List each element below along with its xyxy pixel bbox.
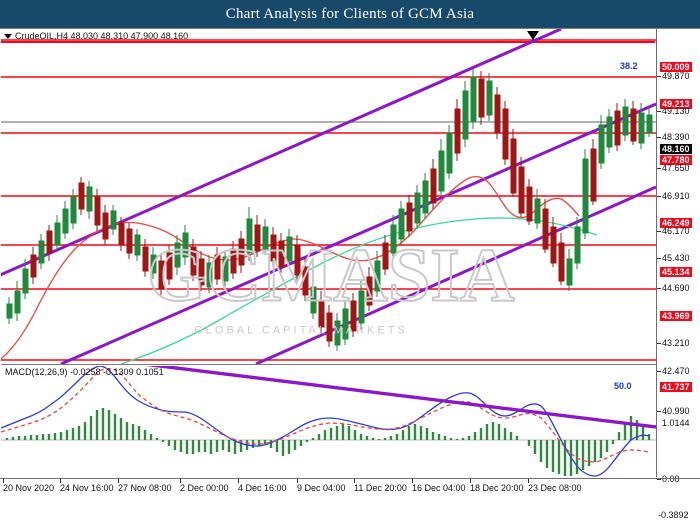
- price-label-43-210: 43.210: [662, 338, 690, 348]
- plot-area: GCMASIA GLOBAL CAPITAL MARKETS: [1, 29, 656, 477]
- macd-header: MACD(12,26,9) -0.0258 -0.1309 0.1051: [5, 367, 164, 377]
- macd-label-minus-0-3892: -0.3892: [658, 510, 689, 520]
- time-label-8: 18 Dec 20:00: [470, 483, 524, 493]
- price-pane[interactable]: GCMASIA GLOBAL CAPITAL MARKETS: [1, 29, 656, 364]
- price-axis[interactable]: 50.009 49.870 49.213 49.130 48.390 48.16…: [656, 29, 700, 520]
- candlestick-series: [6, 69, 653, 351]
- price-label-48-390: 48.390: [662, 132, 690, 142]
- macd-histogram: [5, 408, 651, 476]
- fib-label-38-2[interactable]: 38.2: [620, 61, 638, 71]
- price-label-43-969: 43.969: [660, 311, 692, 321]
- macd-chart-svg: [1, 366, 656, 477]
- price-label-49-130: 49.130: [662, 106, 690, 116]
- chart-top-marker-icon: [527, 31, 539, 40]
- price-label-41-737: 41.737: [660, 382, 692, 392]
- symbol-header-label: CrudeOIL,H4 48.030 48.310 47.900 48.160: [15, 31, 189, 41]
- fib-label-50-0[interactable]: 50.0: [614, 381, 632, 391]
- symbol-header: CrudeOIL,H4 48.030 48.310 47.900 48.160: [4, 31, 188, 41]
- macd-pane[interactable]: MACD(12,26,9) -0.0258 -0.1309 0.1051: [1, 366, 656, 477]
- price-label-49-213: 49.213: [660, 99, 692, 109]
- macd-signal-line: [1, 368, 650, 463]
- time-label-9: 23 Dec 08:00: [528, 483, 582, 493]
- macd-line: [1, 366, 650, 477]
- price-label-47-650: 47.650: [662, 163, 690, 173]
- time-label-1: 24 Nov 16:00: [60, 483, 114, 493]
- time-label-3: 2 Dec 00:00: [180, 483, 229, 493]
- price-label-45-430: 45.430: [662, 253, 690, 263]
- page-title: Chart Analysis for Clients of GCM Asia: [225, 5, 475, 22]
- price-chart-svg: [1, 29, 656, 364]
- price-label-50-009: 50.009: [660, 62, 692, 72]
- price-label-40-990: 40.990: [662, 406, 690, 416]
- window-titlebar: Chart Analysis for Clients of GCM Asia: [0, 0, 700, 28]
- price-label-49-870: 49.870: [662, 71, 690, 81]
- triangle-down-icon[interactable]: [4, 34, 12, 40]
- macd-header-label: MACD(12,26,9) -0.0258 -0.1309 0.1051: [5, 367, 164, 377]
- price-label-45-134: 45.134: [660, 267, 692, 277]
- price-label-44-690: 44.690: [662, 283, 690, 293]
- macd-label-0-00: 0.00: [662, 474, 680, 484]
- price-label-42-470: 42.470: [662, 366, 690, 376]
- price-label-46-170: 46.170: [662, 226, 690, 236]
- time-axis[interactable]: 20 Nov 2020 24 Nov 16:00 27 Nov 08:00 2 …: [0, 478, 700, 501]
- time-label-4: 4 Dec 16:00: [238, 483, 287, 493]
- macd-label-1-0144: 1.0144: [662, 418, 690, 428]
- pane-separator: [1, 364, 656, 365]
- header-underline: [1, 41, 655, 43]
- price-label-46-910: 46.910: [662, 191, 690, 201]
- chart-frame: CrudeOIL,H4 48.030 48.310 47.900 48.160: [0, 28, 700, 520]
- time-label-5: 9 Dec 04:00: [297, 483, 346, 493]
- price-label-46-249: 46.249: [660, 218, 692, 228]
- time-label-0: 20 Nov 2020: [3, 483, 55, 493]
- time-label-2: 27 Nov 08:00: [118, 483, 172, 493]
- macd-trendline: [145, 366, 656, 429]
- price-label-47-780: 47.780: [660, 155, 692, 165]
- time-label-6: 11 Dec 20:00: [354, 483, 407, 493]
- trend-channel-lines: [1, 29, 656, 364]
- time-label-7: 16 Dec 04:00: [412, 483, 466, 493]
- current-price-label: 48.160: [660, 144, 692, 154]
